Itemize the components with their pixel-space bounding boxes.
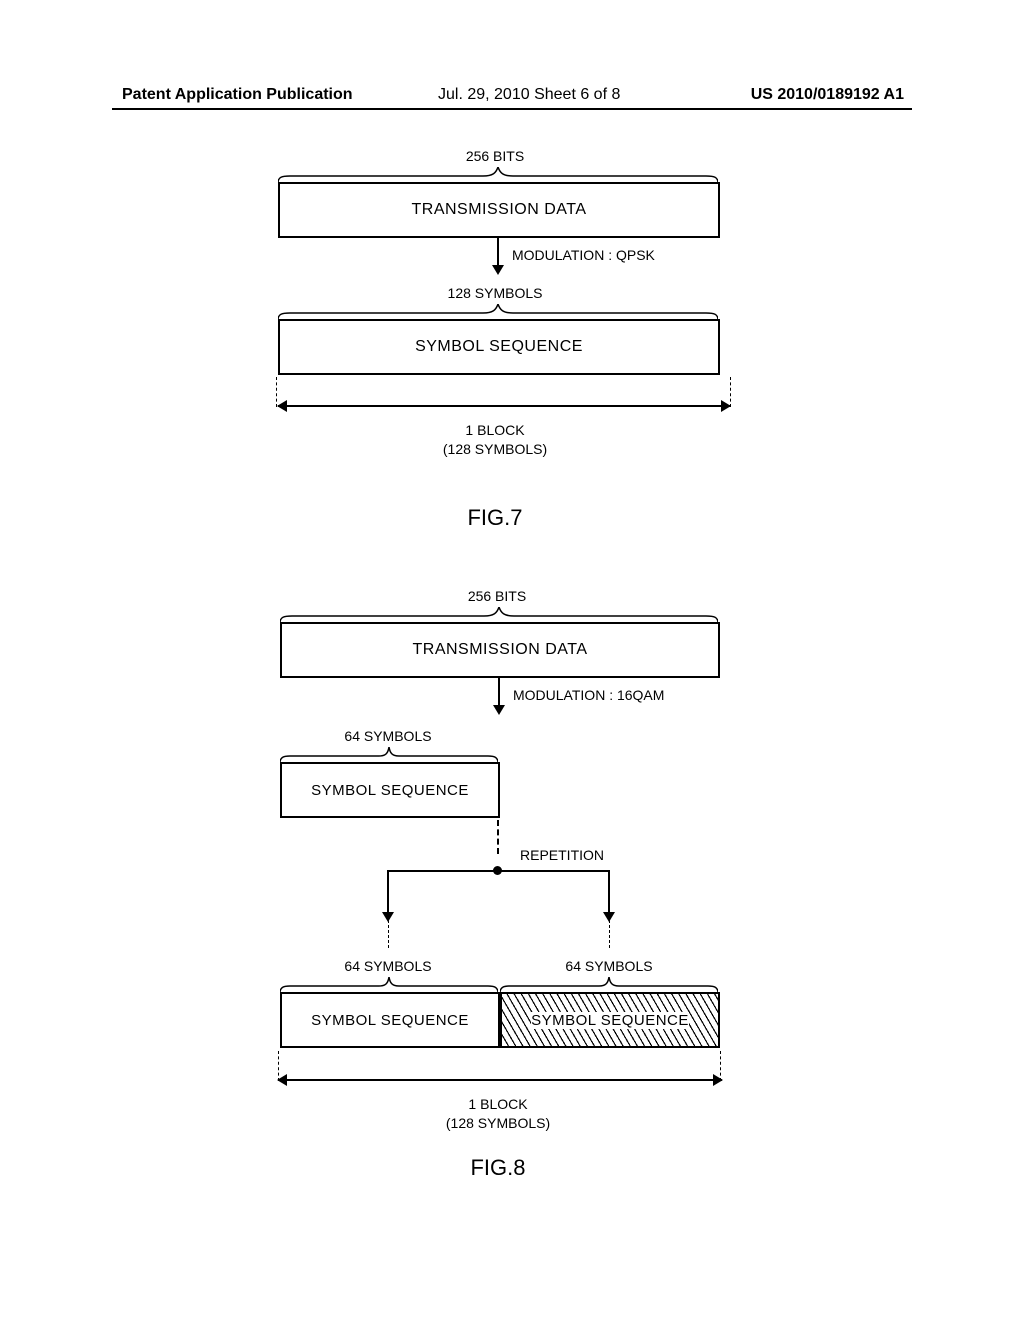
fig8-block-label-1: 1 BLOCK [468,1096,527,1112]
fig7-block-label-1: 1 BLOCK [465,422,524,438]
fig8-symbol-sequence-block-right: SYMBOL SEQUENCE [500,992,720,1048]
fig8-64symbols-label: 64 SYMBOLS [344,728,431,744]
fig8-repetition-stem [497,820,499,854]
fig7-arrow-modulation [497,237,499,273]
fig8-repetition-arrow-left [387,870,389,920]
header-left: Patent Application Publication [122,86,353,104]
fig8-repetition-arrow-right [608,870,610,920]
fig8-repetition-dash-left [388,920,389,948]
fig8-caption: FIG.8 [470,1155,525,1181]
fig7-brace-256bits [278,167,718,183]
fig8-brace-64-right [500,977,718,993]
fig8-transmission-data-block: TRANSMISSION DATA [280,622,720,678]
fig8-symbol-sequence-label: SYMBOL SEQUENCE [311,782,469,799]
fig8-repetition-node-icon [493,866,502,875]
header-right: US 2010/0189192 A1 [751,86,904,104]
fig7-brace-128symbols [278,304,718,320]
fig8-symbol-sequence-block-right-hatched: SYMBOL SEQUENCE [502,994,718,1046]
fig8-symbol-sequence-label-right: SYMBOL SEQUENCE [531,1012,689,1029]
fig8-brace-256bits [280,607,718,623]
fig8-transmission-data-label: TRANSMISSION DATA [412,641,587,659]
line [278,1079,722,1081]
fig8-modulation-label: MODULATION : 16QAM [513,687,664,703]
fig8-block-label-2: (128 SYMBOLS) [446,1115,550,1131]
fig8-bits-label: 256 BITS [468,588,526,604]
fig7-block-extent-arrow [278,400,730,412]
fig7-modulation-label: MODULATION : QPSK [512,247,655,263]
page: Patent Application Publication Jul. 29, … [0,0,1024,1320]
fig7-symbol-sequence-block: SYMBOL SEQUENCE [278,319,720,375]
fig8-symbol-sequence-block-left: SYMBOL SEQUENCE [280,992,500,1048]
fig7-caption: FIG.7 [467,505,522,531]
fig8-repetition-label: REPETITION [520,847,604,863]
fig7-symbol-sequence-label: SYMBOL SEQUENCE [415,338,583,356]
fig8-brace-64symbols [280,747,498,763]
fig7-transmission-data-block: TRANSMISSION DATA [278,182,720,238]
fig7-128symbols-label: 128 SYMBOLS [448,285,543,301]
header-center: Jul. 29, 2010 Sheet 6 of 8 [438,86,620,104]
page-header: Patent Application Publication Jul. 29, … [0,86,1024,116]
fig8-arrow-modulation [498,677,500,713]
fig8-block-extent-arrow [278,1074,722,1086]
arrowhead-left-icon [277,1074,287,1086]
arrowhead-left-icon [277,400,287,412]
fig7-bits-label: 256 BITS [466,148,524,164]
line [278,405,730,407]
fig7-block-label-2: (128 SYMBOLS) [443,441,547,457]
fig8-symbol-sequence-label-left: SYMBOL SEQUENCE [311,1012,469,1029]
fig8-64symbols-label-right: 64 SYMBOLS [565,958,652,974]
arrowhead-right-icon [713,1074,723,1086]
fig8-brace-64-left [280,977,498,993]
header-rule [112,108,912,110]
fig8-symbol-sequence-block: SYMBOL SEQUENCE [280,762,500,818]
fig8-repetition-dash-right [609,920,610,948]
arrowhead-right-icon [721,400,731,412]
fig7-transmission-data-label: TRANSMISSION DATA [411,201,586,219]
fig8-64symbols-label-left: 64 SYMBOLS [344,958,431,974]
